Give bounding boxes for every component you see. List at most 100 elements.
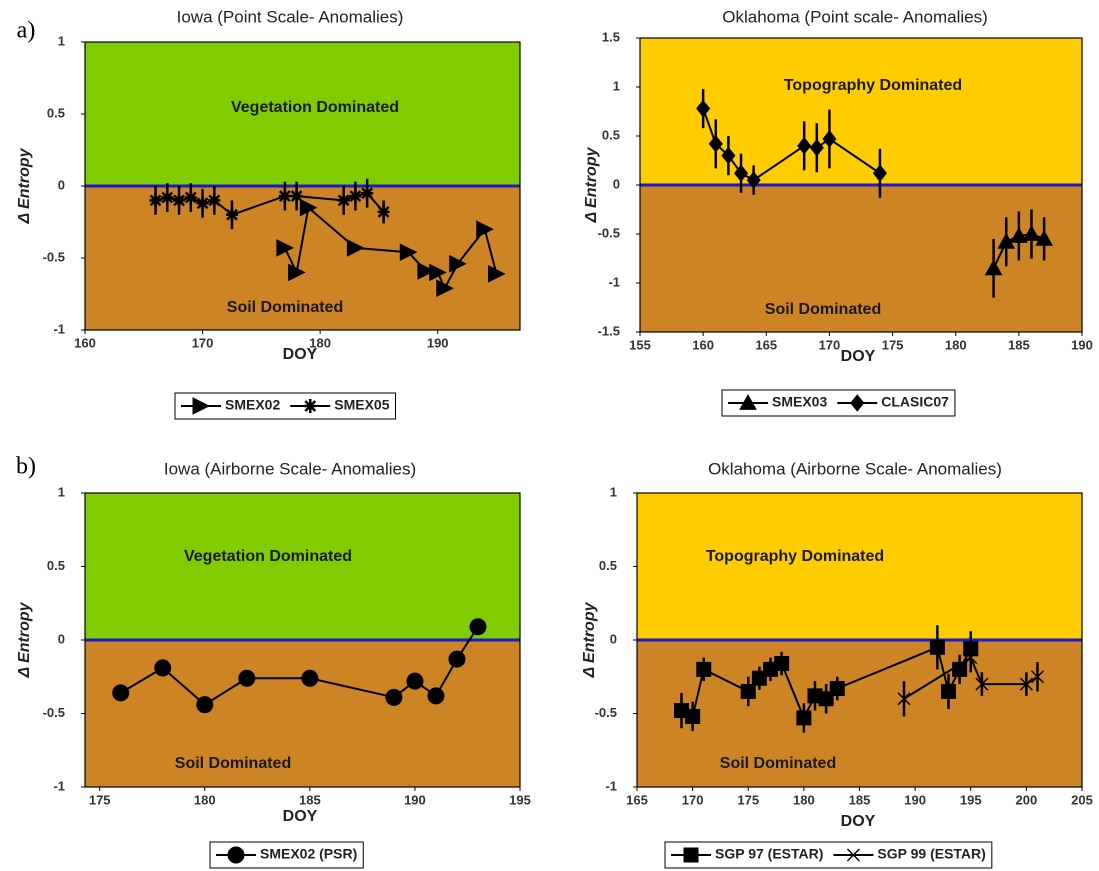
legend-label: SMEX03 xyxy=(772,394,827,410)
legend: SMEX02 SMEX05 xyxy=(174,392,396,420)
x-tick-label: 175 xyxy=(882,337,904,352)
x-axis-label: DOY xyxy=(283,346,318,363)
marker xyxy=(696,661,712,677)
y-tick-label: 0 xyxy=(58,631,65,646)
x-tick-label: 165 xyxy=(755,337,777,352)
y-tick-label: -0.5 xyxy=(43,705,65,720)
marker xyxy=(361,186,374,201)
marker xyxy=(1022,224,1041,241)
marker xyxy=(708,135,723,153)
marker xyxy=(683,847,699,863)
marker xyxy=(850,394,865,412)
y-tick-label: 1 xyxy=(58,33,65,48)
marker xyxy=(290,189,303,204)
x-tick-label: 185 xyxy=(849,792,871,807)
x-axis-label: DOY xyxy=(841,348,876,365)
x-tick-label: 185 xyxy=(299,792,321,807)
x-tick-label: 170 xyxy=(682,792,704,807)
marker xyxy=(227,846,245,864)
marker xyxy=(897,692,911,706)
marker xyxy=(809,138,824,157)
y-tick-label: 1.5 xyxy=(602,29,620,44)
legend-label: SMEX02 (PSR) xyxy=(260,846,357,862)
marker xyxy=(399,243,418,262)
legend-label: SGP 99 (ESTAR) xyxy=(877,846,985,862)
marker xyxy=(1035,229,1053,246)
marker xyxy=(304,399,317,413)
marker xyxy=(696,99,711,118)
y-tick-label: -1 xyxy=(53,778,65,793)
y-axis-label: Δ Entropy xyxy=(16,147,33,224)
marker xyxy=(941,683,956,699)
marker xyxy=(1030,670,1045,684)
marker xyxy=(276,239,294,257)
marker xyxy=(751,670,767,686)
upper-region xyxy=(85,493,520,640)
y-tick-label: 1 xyxy=(610,484,617,499)
y-tick-label: 0.5 xyxy=(602,127,620,142)
y-tick-label: -1.5 xyxy=(598,323,620,338)
y-tick-label: 0.5 xyxy=(599,558,617,573)
marker xyxy=(208,193,221,208)
upper-annotation: Vegetation Dominated xyxy=(184,548,352,565)
marker xyxy=(196,196,209,211)
panel-label: b) xyxy=(16,454,36,480)
x-tick-label: 190 xyxy=(1071,337,1093,352)
upper-region xyxy=(637,493,1082,640)
marker xyxy=(469,618,487,636)
lower-annotation: Soil Dominated xyxy=(765,301,881,318)
marker xyxy=(964,651,978,665)
y-tick-label: -1 xyxy=(53,321,65,336)
legend-label: SGP 97 (ESTAR) xyxy=(715,846,823,862)
marker xyxy=(278,189,291,204)
upper-annotation: Topography Dominated xyxy=(784,77,962,94)
marker xyxy=(796,710,812,726)
x-axis-label: DOY xyxy=(283,808,318,825)
lower-annotation: Soil Dominated xyxy=(227,299,343,316)
marker xyxy=(149,193,162,208)
x-tick-label: 175 xyxy=(737,792,759,807)
y-axis-label: Δ Entropy xyxy=(583,146,600,223)
y-tick-label: -0.5 xyxy=(598,225,620,240)
legend: SGP 97 (ESTAR) SGP 99 (ESTAR) xyxy=(664,841,993,869)
marker xyxy=(975,677,989,691)
y-tick-label: 1 xyxy=(613,78,620,93)
legend: SMEX03 CLASIC07 xyxy=(721,389,956,417)
marker xyxy=(427,687,445,705)
y-tick-label: 0 xyxy=(58,177,65,192)
x-tick-label: 180 xyxy=(793,792,815,807)
x-tick-label: 180 xyxy=(945,337,967,352)
marker xyxy=(829,681,845,697)
y-tick-label: -0.5 xyxy=(595,705,617,720)
marker xyxy=(301,669,319,687)
marker xyxy=(377,204,390,219)
chart-title: Oklahoma (Airborne Scale- Anomalies) xyxy=(708,459,1002,478)
marker xyxy=(872,164,887,183)
marker xyxy=(299,198,318,217)
marker xyxy=(797,136,812,155)
y-tick-label: 0.5 xyxy=(47,558,65,573)
x-tick-label: 175 xyxy=(89,792,111,807)
y-tick-label: 0 xyxy=(610,631,617,646)
chart-title: Iowa (Point Scale- Anomalies) xyxy=(177,7,404,26)
x-tick-label: 200 xyxy=(1016,792,1038,807)
x-tick-label: 160 xyxy=(692,337,714,352)
x-tick-label: 180 xyxy=(309,335,331,350)
marker xyxy=(746,171,761,189)
marker xyxy=(429,263,447,282)
marker xyxy=(449,254,467,273)
y-tick-label: -1 xyxy=(608,274,620,289)
panel-label: a) xyxy=(17,18,36,44)
marker xyxy=(448,650,466,668)
x-tick-label: 180 xyxy=(194,792,216,807)
marker xyxy=(846,848,860,862)
marker xyxy=(739,393,757,410)
marker xyxy=(288,263,306,282)
marker xyxy=(984,259,1003,276)
legend-label: CLASIC07 xyxy=(881,394,949,410)
marker xyxy=(721,146,736,165)
x-tick-label: 155 xyxy=(629,337,651,352)
marker xyxy=(346,239,365,257)
y-axis-label: Δ Entropy xyxy=(581,601,598,678)
chart-title: Iowa (Airborne Scale- Anomalies) xyxy=(164,459,416,478)
